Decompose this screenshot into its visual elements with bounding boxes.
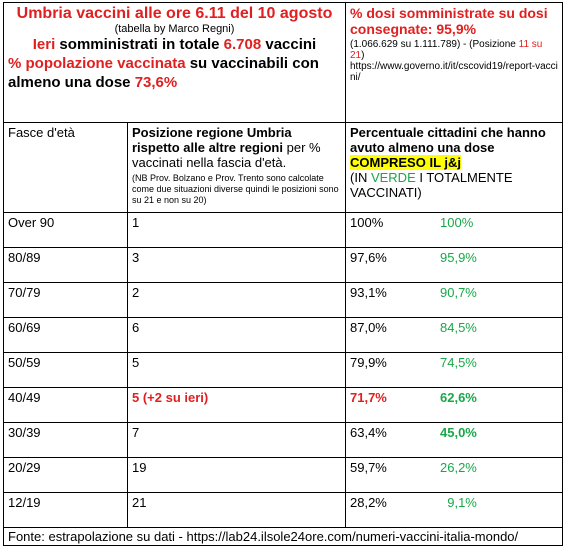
age-band: 30/39 (3, 422, 128, 458)
age-band: Over 90 (3, 212, 128, 248)
text: (IN (350, 170, 371, 185)
text: ) (361, 50, 365, 61)
row: 60/69 6 87,0% 84,5% (3, 317, 563, 353)
text: per % vaccinati nella fascia d'età. (132, 140, 321, 170)
column-header: Fasce d'età (3, 122, 128, 213)
position: 21 (127, 492, 346, 528)
percent-first-dose: 87,0% (350, 320, 387, 335)
percent-fully-vaccinated: 45,0% (440, 425, 477, 440)
percent-first-dose: 63,4% (350, 425, 387, 440)
age-band: 70/79 (3, 282, 128, 318)
text: 11 su 21 (350, 39, 543, 61)
position: 5 (+2 su ieri) (127, 387, 346, 423)
percent-fully-vaccinated: 100% (440, 215, 474, 230)
percent-fully-vaccinated: 9,1% (447, 495, 477, 510)
position: 1 (127, 212, 346, 248)
age-band: 40/49 (3, 387, 128, 423)
population-line: % popolazione vaccinata su vaccinabili c… (8, 54, 341, 92)
footer: Fonte: estrapolazione su dati - https://… (3, 527, 563, 546)
text: I TOTALMENTE VACCINATI) (350, 170, 513, 200)
age-band: 60/69 (3, 317, 128, 353)
percent-cell: 87,0% 84,5% (345, 317, 563, 353)
percent-fully-vaccinated: 62,6% (440, 390, 477, 405)
percent-fully-vaccinated: 84,5% (440, 320, 477, 335)
doses-title: % dosi somministrate su dosi consegnate:… (350, 5, 548, 37)
row: 80/89 3 97,6% 95,9% (3, 247, 563, 283)
percent-first-dose: 71,7% (350, 390, 387, 405)
position: 3 (127, 247, 346, 283)
row: 20/29 19 59,7% 26,2% (3, 457, 563, 493)
row: 30/39 7 63,4% 45,0% (3, 422, 563, 458)
row: 12/19 21 28,2% 9,1% (3, 492, 563, 528)
age-band: 12/19 (3, 492, 128, 528)
row: 70/79 2 93,1% 90,7% (3, 282, 563, 318)
row: 40/49 5 (+2 su ieri) 71,7% 62,6% (3, 387, 563, 423)
doses-detail: (1.066.629 su 1.111.789) - (Posizione 11… (350, 39, 558, 61)
text: 6.708 (223, 36, 262, 53)
percent-first-dose: 93,1% (350, 285, 387, 300)
age-band: 80/89 (3, 247, 128, 283)
row: Over 90 1 100% 100% (3, 212, 563, 248)
percent-first-dose: 28,2% (350, 495, 387, 510)
doses-url: https://www.governo.it/it/cscovid19/repo… (350, 61, 558, 83)
text: COMPRESO IL j&j (350, 155, 461, 170)
vaccine-table: Umbria vaccini alle ore 6.11 del 10 agos… (3, 2, 563, 546)
text: somministrati in totale (55, 36, 224, 53)
percent-fully-vaccinated: 26,2% (440, 460, 477, 475)
title: Umbria vaccini alle ore 6.11 del 10 agos… (16, 5, 333, 22)
rows: Over 90 1 100% 100% 80/89 3 97,6% 95,9% 70/79 2 93… (3, 212, 563, 528)
text: VERDE (370, 170, 416, 185)
position: 6 (127, 317, 346, 353)
position: 7 (127, 422, 346, 458)
percent-cell: 28,2% 9,1% (345, 492, 563, 528)
header-cell: Umbria vaccini alle ore 6.11 del 10 agos… (3, 2, 346, 123)
column-header: Posizione regione Umbria rispetto alle a… (127, 122, 346, 213)
position: 5 (127, 352, 346, 388)
percent-fully-vaccinated: 90,7% (440, 285, 477, 300)
position: 2 (127, 282, 346, 318)
text: Posizione regione Umbria rispetto alle a… (132, 125, 292, 155)
percent-cell: 63,4% 45,0% (345, 422, 563, 458)
daily-line: Ieri somministrati in totale 6.708 vacci… (8, 35, 341, 54)
percent-cell: 79,9% 74,5% (345, 352, 563, 388)
column-header: Percentuale cittadini che hanno avuto al… (345, 122, 563, 213)
percent-fully-vaccinated: 95,9% (440, 250, 477, 265)
text: (1.066.629 su 1.111.789) - (Posizione (350, 39, 519, 50)
text: vaccini (261, 36, 317, 53)
percent-cell: 59,7% 26,2% (345, 457, 563, 493)
position: 19 (127, 457, 346, 493)
percent-cell: 97,6% 95,9% (345, 247, 563, 283)
percent-first-dose: 79,9% (350, 355, 387, 370)
percent-first-dose: 97,6% (350, 250, 387, 265)
subtitle: (tabella by Marco Regni) (114, 23, 235, 35)
row: 50/59 5 79,9% 74,5% (3, 352, 563, 388)
percent-cell: 71,7% 62,6% (345, 387, 563, 423)
note: (NB Prov. Bolzano e Prov. Trento sono ca… (132, 173, 339, 205)
percent-fully-vaccinated: 74,5% (440, 355, 477, 370)
age-band: 20/29 (3, 457, 128, 493)
percent-first-dose: 100% (350, 215, 384, 230)
doses-cell: % dosi somministrate su dosi consegnate:… (345, 2, 563, 123)
text: % popolazione vaccinata (8, 55, 186, 72)
percent-first-dose: 59,7% (350, 460, 387, 475)
age-band: 50/59 (3, 352, 128, 388)
text: Ieri (32, 36, 56, 53)
percent-cell: 93,1% 90,7% (345, 282, 563, 318)
text: 73,6% (134, 74, 178, 91)
percent-cell: 100% 100% (345, 212, 563, 248)
text: Percentuale cittadini che hanno avuto al… (350, 125, 546, 155)
text: su vaccinabili con almeno una dose (8, 55, 319, 91)
